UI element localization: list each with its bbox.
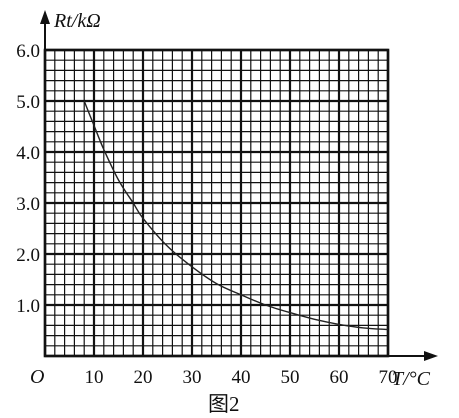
y-tick-label: 2.0 — [16, 245, 40, 266]
tick-labels: 10 20 30 40 50 60 70 1.0 2.0 3.0 4.0 5.0 6.0 — [16, 41, 397, 388]
x-axis-arrow — [424, 351, 438, 361]
y-tick-label: 3.0 — [16, 194, 40, 215]
y-tick-label: 6.0 — [16, 41, 40, 62]
y-tick-label: 1.0 — [16, 296, 40, 317]
series-line-0 — [83, 100, 389, 331]
axes — [40, 10, 438, 361]
x-tick-label: 60 — [330, 367, 349, 388]
x-tick-label: 20 — [134, 367, 153, 388]
grid — [43, 48, 390, 358]
x-tick-label: 70 — [379, 367, 398, 388]
x-tick-label: 30 — [183, 367, 202, 388]
y-axis-arrow — [40, 10, 50, 24]
series — [83, 100, 389, 331]
x-tick-label: 50 — [281, 367, 300, 388]
x-tick-label: 10 — [85, 367, 104, 388]
y-axis-label: Rt/kΩ — [53, 10, 101, 32]
y-tick-label: 4.0 — [16, 143, 40, 164]
y-tick-label: 5.0 — [16, 92, 40, 113]
figure-caption: 图2 — [208, 392, 240, 416]
x-axis-label: T/°C — [392, 368, 431, 390]
x-tick-label: 40 — [232, 367, 251, 388]
origin-label: O — [30, 366, 44, 388]
